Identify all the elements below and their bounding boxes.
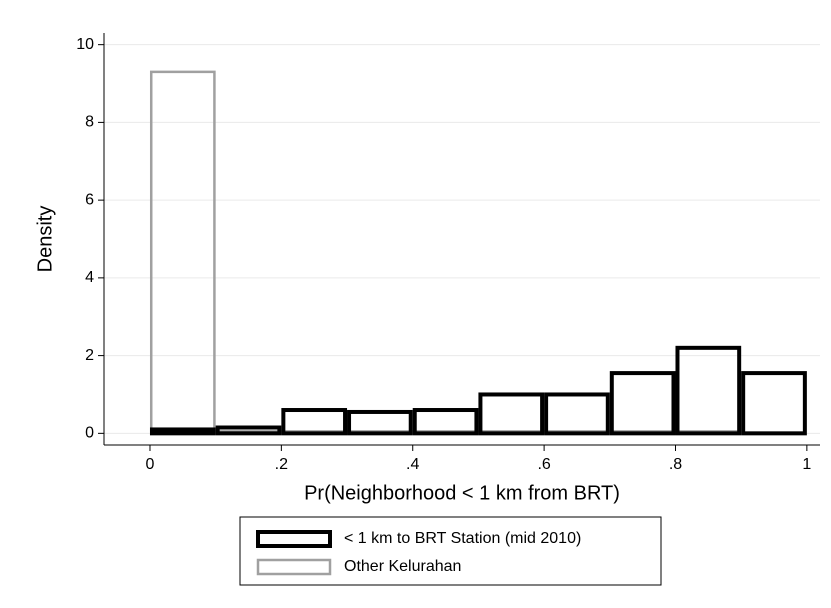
bar (609, 371, 676, 436)
x-tick-label: 1 (802, 456, 811, 473)
y-tick-label: 8 (85, 114, 94, 131)
x-tick-label: 0 (146, 456, 155, 473)
bar (478, 392, 545, 436)
y-tick-label: 10 (76, 36, 94, 53)
bar (741, 371, 807, 436)
x-tick-label: .4 (406, 456, 419, 473)
legend-label: Other Kelurahan (344, 558, 461, 575)
y-tick-label: 6 (85, 191, 94, 208)
legend-symbol (256, 558, 332, 576)
y-tick-label: 0 (85, 425, 94, 442)
x-axis-title: Pr(Neighborhood < 1 km from BRT) (304, 482, 620, 504)
x-tick-label: .6 (537, 456, 550, 473)
x-tick-label: .8 (669, 456, 682, 473)
y-tick-label: 2 (85, 347, 94, 364)
bar (544, 392, 610, 436)
legend-label: < 1 km to BRT Station (mid 2010) (344, 530, 581, 547)
y-tick-label: 4 (85, 269, 94, 286)
bar (412, 408, 479, 436)
y-axis-title: Density (34, 206, 56, 273)
bar (347, 409, 413, 436)
bar (149, 427, 216, 436)
x-tick-label: .2 (275, 456, 288, 473)
bar (281, 408, 348, 436)
bar (215, 425, 282, 436)
legend-symbol (256, 530, 332, 548)
bar (675, 345, 742, 436)
